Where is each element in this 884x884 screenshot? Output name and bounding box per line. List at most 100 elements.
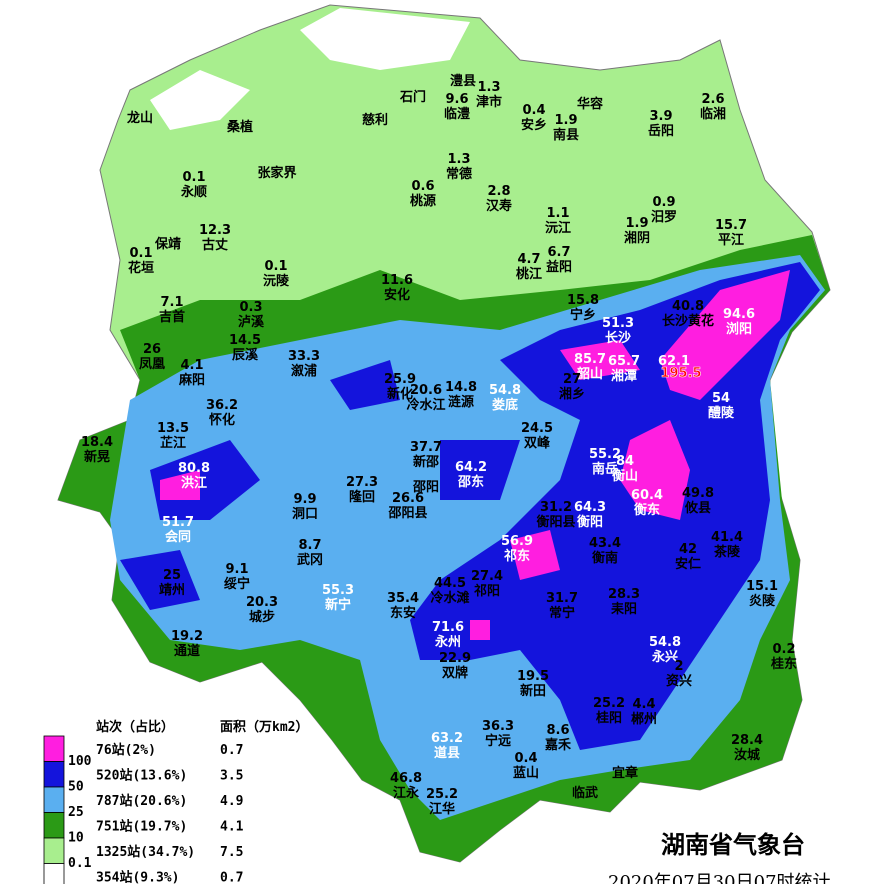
legend-swatch xyxy=(43,837,65,864)
station-name: 沅江 xyxy=(545,220,571,236)
station-name: 桃江 xyxy=(516,266,542,282)
legend-station: 354站(9.3%) xyxy=(96,870,179,884)
station-value: 1.3 xyxy=(447,152,470,167)
station-value: 33.3 xyxy=(288,349,320,364)
station-name: 临澧 xyxy=(444,106,470,122)
station-value: 31.2 xyxy=(540,500,572,515)
station-name: 南县 xyxy=(553,127,579,143)
station-value: 28.3 xyxy=(608,587,640,602)
station-name: 宁乡 xyxy=(570,307,596,323)
station-name: 怀化 xyxy=(209,412,235,428)
legend-area: 7.5 xyxy=(220,845,243,860)
station-name: 保靖 xyxy=(154,236,181,252)
station-name: 新邵 xyxy=(413,454,439,470)
station-name: 南岳 xyxy=(592,461,618,477)
station-value: 36.2 xyxy=(206,398,238,413)
station-value: 84 xyxy=(616,454,634,469)
station-name: 芷江 xyxy=(160,435,186,451)
station-value: 195.5 xyxy=(660,366,701,381)
station-value: 0.4 xyxy=(522,103,545,118)
station-value: 27 xyxy=(563,372,581,387)
station-value: 4.1 xyxy=(180,358,203,373)
station-name: 祁阳 xyxy=(474,583,500,599)
station-name: 炎陵 xyxy=(749,593,776,609)
station-name: 绥宁 xyxy=(224,576,250,592)
legend-level: 0.1 xyxy=(68,856,92,871)
legend-area: 3.5 xyxy=(220,769,243,784)
station-value: 15.7 xyxy=(715,218,747,233)
station-value: 12.3 xyxy=(199,223,231,238)
station-name: 桃源 xyxy=(410,193,436,209)
station-name: 凤凰 xyxy=(139,357,165,372)
station-name: 邵阳 xyxy=(412,480,439,495)
station-name: 长沙 xyxy=(605,330,631,346)
station-value: 51.7 xyxy=(162,515,194,530)
station-name: 安仁 xyxy=(675,556,701,572)
station-name: 龙山 xyxy=(127,110,153,126)
station-value: 44.5 xyxy=(434,576,466,591)
station-name: 汉寿 xyxy=(486,198,512,214)
station-name: 江华 xyxy=(429,801,455,817)
station-name: 祁东 xyxy=(504,548,530,564)
station-name: 武冈 xyxy=(297,552,323,568)
station-value: 3.9 xyxy=(649,109,672,124)
station-value: 41.4 xyxy=(711,530,743,545)
station-value: 54 xyxy=(712,391,730,406)
station-value: 54.8 xyxy=(489,383,521,398)
station-value: 14.8 xyxy=(445,380,477,395)
station-value: 27.4 xyxy=(471,569,503,584)
station-name: 新宁 xyxy=(325,597,351,613)
station-value: 18.4 xyxy=(81,435,113,450)
station-name: 麻阳 xyxy=(178,372,205,388)
province-shape xyxy=(57,4,831,863)
station-name: 吉首 xyxy=(159,309,185,325)
station-value: 35.4 xyxy=(387,591,419,606)
station-name: 茶陵 xyxy=(714,544,741,560)
station-name: 城步 xyxy=(249,609,275,625)
legend-station: 520站(13.6%) xyxy=(96,768,187,784)
legend-swatch xyxy=(43,812,65,839)
station-name: 双峰 xyxy=(524,435,551,451)
station-value: 25.2 xyxy=(593,696,625,711)
station-name: 平江 xyxy=(718,232,744,248)
station-name: 江永 xyxy=(393,785,420,801)
station-name: 桑植 xyxy=(226,119,253,135)
station-value: 85.7 xyxy=(574,352,606,367)
station-value: 11.6 xyxy=(381,273,413,288)
station-name: 洪江 xyxy=(181,475,207,491)
station-name: 华容 xyxy=(577,96,603,112)
station-value: 25 xyxy=(163,568,181,583)
station-name: 新化 xyxy=(387,386,413,402)
legend: 站次（占比） 面积（万km2） 100 50 25 10 0.1 76站(2%) 0.7 52… xyxy=(43,719,308,884)
station-name: 湘乡 xyxy=(559,386,585,402)
legend-area: 4.1 xyxy=(220,820,244,835)
legend-level: 100 xyxy=(68,754,92,769)
station-value: 37.7 xyxy=(410,440,442,455)
station-name: 衡南 xyxy=(592,550,618,566)
station-name: 永顺 xyxy=(180,184,207,200)
station-name: 永兴 xyxy=(651,649,678,665)
station-value: 55.3 xyxy=(322,583,354,598)
station-name: 安乡 xyxy=(521,117,547,133)
legend-header-station: 站次（占比） xyxy=(96,719,174,735)
station-value: 9.6 xyxy=(445,92,468,107)
station-value: 80.8 xyxy=(178,461,210,476)
station-value: 25.2 xyxy=(426,787,458,802)
station-value: 0.2 xyxy=(772,642,795,657)
station-name: 耒阳 xyxy=(610,601,637,617)
station-value: 13.5 xyxy=(157,421,189,436)
legend-area: 0.7 xyxy=(220,871,243,884)
station-name: 桂东 xyxy=(770,656,797,672)
station-name: 会同 xyxy=(165,529,191,545)
station-value: 2.8 xyxy=(487,184,510,199)
station-value: 9.1 xyxy=(225,562,248,577)
station-value: 31.7 xyxy=(546,591,578,606)
station-name: 常宁 xyxy=(549,605,575,621)
legend-swatch xyxy=(43,761,65,788)
station-value: 1.3 xyxy=(477,80,500,95)
station-value: 7.1 xyxy=(160,295,183,310)
station-value: 64.3 xyxy=(574,500,606,515)
legend-station: 751站(19.7%) xyxy=(96,819,187,835)
station-name: 邵阳县 xyxy=(387,506,427,521)
station-value: 24.5 xyxy=(521,421,553,436)
